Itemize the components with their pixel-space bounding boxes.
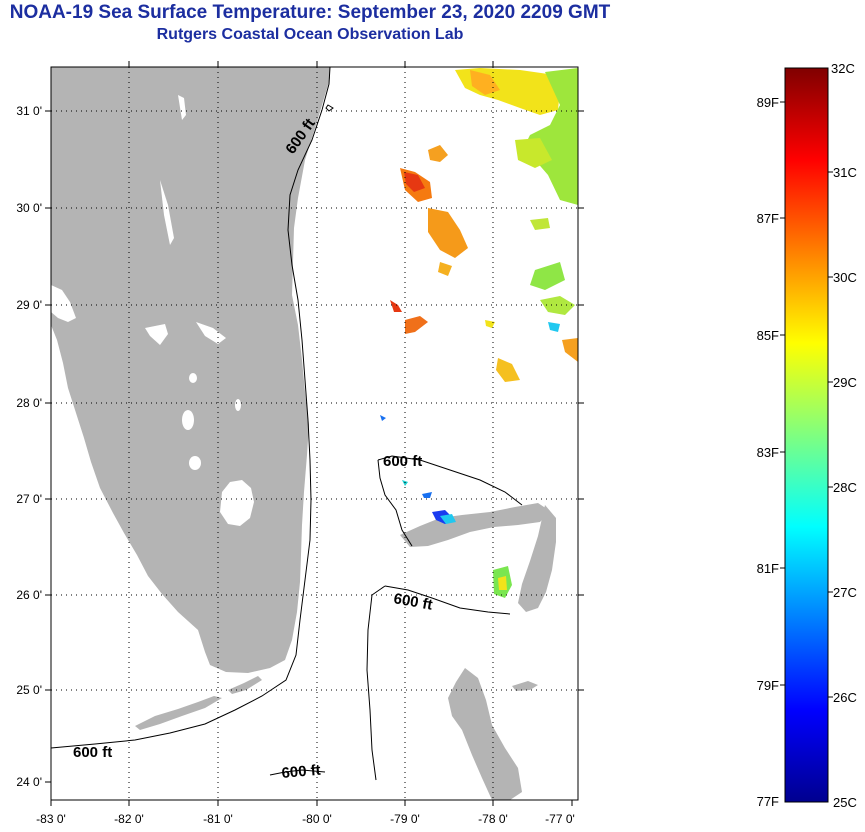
longitude-labels: -83 0' -82 0' -81 0' -80 0' -79 0' -78 0… <box>36 812 575 826</box>
celsius-label: 26C <box>833 690 857 705</box>
map-frame <box>50 66 579 801</box>
lat-label: 25 0' <box>16 683 42 697</box>
abaco-island <box>518 505 556 612</box>
celsius-label: 30C <box>833 270 857 285</box>
temperature-colorbar: 32C 31C 30C 29C 28C 27C 26C 25C 89F 87F … <box>757 61 857 810</box>
lat-label: 27 0' <box>16 492 42 506</box>
grand-bahama <box>400 503 550 547</box>
lon-label: -82 0' <box>114 812 144 826</box>
fahrenheit-label: 81F <box>757 561 779 576</box>
axis-ticks <box>45 61 584 806</box>
lon-label: -80 0' <box>302 812 332 826</box>
lon-label: -78 0' <box>478 812 508 826</box>
celsius-label: 32C <box>831 61 855 76</box>
grid-lines <box>51 67 578 800</box>
latitude-labels: 31 0' 30 0' 29 0' 28 0' 27 0' 26 0' 25 0… <box>16 104 42 789</box>
lon-label: -79 0' <box>390 812 420 826</box>
lat-label: 31 0' <box>16 104 42 118</box>
lon-label: -83 0' <box>36 812 66 826</box>
lat-label: 24 0' <box>16 775 42 789</box>
lat-label: 29 0' <box>16 298 42 312</box>
lat-label: 30 0' <box>16 201 42 215</box>
sst-data <box>380 68 578 598</box>
map-panel[interactable]: 600 ft 600 ft 600 ft 600 ft 600 ft <box>51 67 578 800</box>
isobath-label: 600 ft <box>73 744 112 761</box>
isobath-label: 600 ft <box>383 453 422 470</box>
fahrenheit-label: 87F <box>757 211 779 226</box>
colorbar-gradient <box>784 67 829 803</box>
isobath-label: 600 ft <box>281 762 322 782</box>
andros-island <box>448 668 522 800</box>
celsius-label: 25C <box>833 795 857 810</box>
fahrenheit-label: 83F <box>757 445 779 460</box>
celsius-label: 31C <box>833 165 857 180</box>
lon-label: -77 0' <box>545 812 575 826</box>
fahrenheit-label: 85F <box>757 328 779 343</box>
lat-label: 26 0' <box>16 588 42 602</box>
lat-label: 28 0' <box>16 396 42 410</box>
isobath-label: 600 ft <box>392 590 434 614</box>
celsius-label: 29C <box>833 375 857 390</box>
fahrenheit-label: 79F <box>757 678 779 693</box>
lake-okeechobee <box>220 480 254 526</box>
map-subtitle: Rutgers Coastal Ocean Observation Lab <box>156 26 464 43</box>
fahrenheit-label: 89F <box>757 95 779 110</box>
lon-label: -81 0' <box>203 812 233 826</box>
celsius-label: 27C <box>833 585 857 600</box>
florida-land <box>51 67 330 673</box>
fahrenheit-label: 77F <box>757 794 779 809</box>
florida-keys <box>135 696 222 730</box>
celsius-label: 28C <box>833 480 857 495</box>
map-title: NOAA-19 Sea Surface Temperature: Septemb… <box>9 2 611 23</box>
